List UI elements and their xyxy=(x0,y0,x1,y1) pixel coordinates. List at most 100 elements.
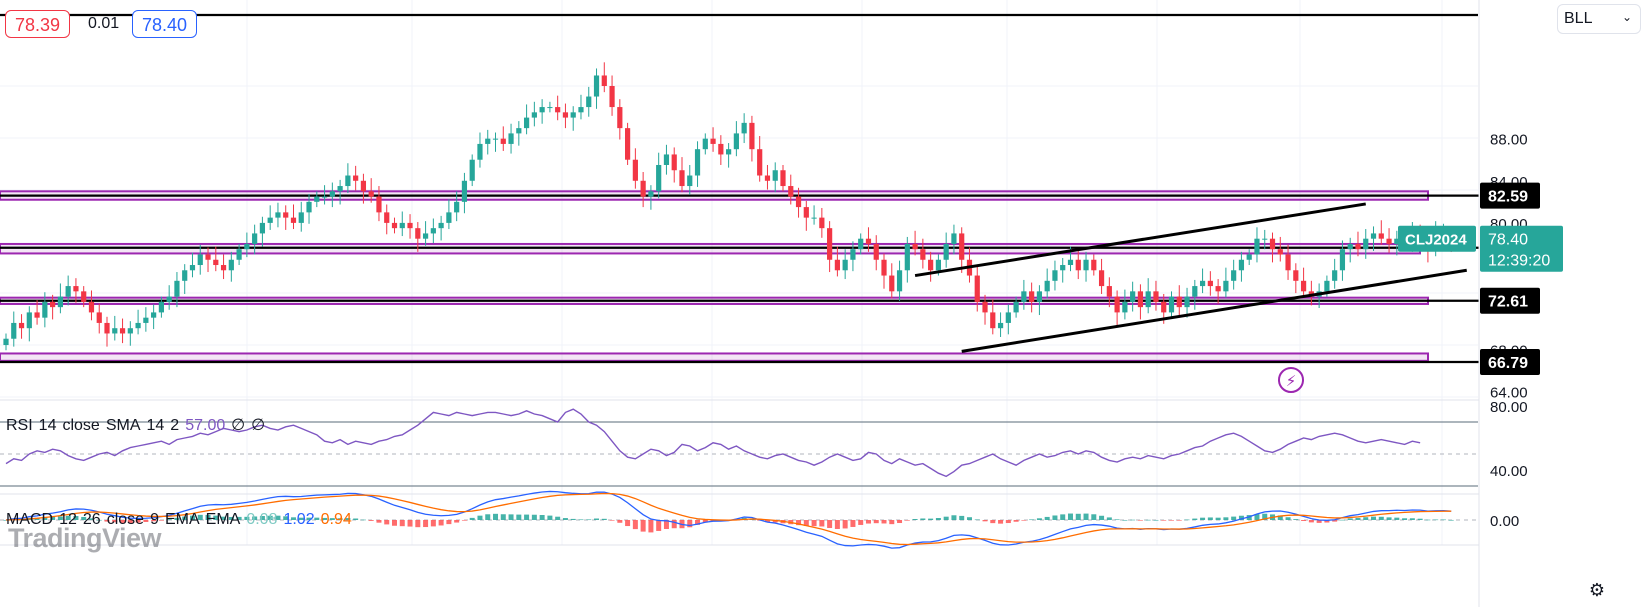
candle-body xyxy=(1339,249,1346,271)
macd-legend-hist: 0.08 xyxy=(246,511,278,528)
candle-body xyxy=(391,222,398,229)
candle-body xyxy=(228,259,234,271)
candle-body xyxy=(1021,291,1027,302)
macd-histogram-bar xyxy=(1433,519,1439,521)
macd-histogram-bar xyxy=(3,520,9,521)
macd-histogram-bar xyxy=(267,515,273,520)
macd-histogram-bar xyxy=(1285,517,1291,520)
macd-histogram-bar xyxy=(461,520,467,521)
macd-histogram-bar xyxy=(1161,520,1167,521)
candle-body xyxy=(1370,233,1377,239)
macd-histogram-bar xyxy=(827,520,833,528)
macd-histogram-bar xyxy=(1137,520,1143,521)
candle-body xyxy=(11,322,17,339)
rsi-legend-ma-length: 14 xyxy=(146,417,165,434)
candle-body xyxy=(858,238,864,250)
macd-histogram-bar xyxy=(842,520,848,529)
macd-histogram-bar xyxy=(998,520,1004,524)
candle-body xyxy=(842,259,848,271)
candle-body xyxy=(259,222,266,234)
candle-body xyxy=(329,191,335,197)
macd-histogram-bar xyxy=(1425,519,1431,521)
candle-body xyxy=(1277,249,1283,255)
macd-legend-fast: 12 xyxy=(59,511,77,528)
macd-histogram-bar xyxy=(1200,517,1206,520)
macd-histogram-bar xyxy=(384,520,390,525)
candle-body xyxy=(174,280,180,297)
candle-body xyxy=(430,228,436,234)
macd-histogram-bar xyxy=(850,520,856,527)
candle-body xyxy=(531,112,537,118)
macd-histogram-bar xyxy=(578,519,584,521)
macd-histogram-bar xyxy=(415,520,421,528)
candle-body xyxy=(632,159,638,181)
macd-histogram-bar xyxy=(143,520,149,522)
candle-body xyxy=(158,301,164,313)
rsi-legend-name: RSI xyxy=(6,417,33,434)
candle-body xyxy=(726,149,732,155)
candle-body xyxy=(492,138,499,140)
candle-body xyxy=(586,96,592,108)
signal-line xyxy=(5,492,1452,546)
macd-histogram-bar xyxy=(1332,520,1338,522)
candle-body xyxy=(1324,280,1330,292)
candle-body xyxy=(570,112,576,118)
candle-body xyxy=(1300,280,1307,292)
candle-body xyxy=(935,259,941,271)
candle-body xyxy=(1262,238,1268,240)
macd-pane xyxy=(0,490,1478,549)
symbol-selector[interactable]: BLL ⌄ xyxy=(1557,4,1641,34)
macd-histogram-bar xyxy=(399,520,405,527)
candle-body xyxy=(1223,280,1229,292)
candle-body xyxy=(1378,233,1384,239)
macd-histogram-bar xyxy=(1153,519,1159,521)
candle-body xyxy=(236,249,242,260)
candle-body xyxy=(500,138,506,144)
chevron-down-icon: ⌄ xyxy=(1621,10,1632,24)
candle-body xyxy=(360,180,367,192)
macd-histogram-bar xyxy=(228,517,234,520)
macd-histogram-bar xyxy=(65,515,71,520)
price-axis[interactable]: 88.0084.0080.0068.0064.0080.0040.000.007… xyxy=(1478,0,1647,607)
current-price-tag xyxy=(1480,225,1563,272)
candle-body xyxy=(959,233,965,260)
candle-body xyxy=(656,164,662,192)
macd-histogram-bar xyxy=(601,518,607,520)
candle-body xyxy=(119,328,126,334)
macd-histogram-bar xyxy=(508,514,514,520)
candle-body xyxy=(205,254,211,260)
candle-body xyxy=(904,243,910,271)
channel-line xyxy=(961,268,1467,353)
candle-body xyxy=(252,233,258,244)
candle-body xyxy=(18,322,25,329)
macd-histogram-bar xyxy=(1044,516,1050,520)
candle-body xyxy=(197,254,203,266)
macd-histogram-bar xyxy=(617,520,623,523)
candle-body xyxy=(889,275,895,292)
candle-body xyxy=(811,217,817,219)
candle-body xyxy=(1083,259,1089,271)
ask-price[interactable]: 78.40 xyxy=(132,10,198,38)
macd-histogram-bar xyxy=(539,514,545,520)
macd-histogram-bar xyxy=(1238,515,1244,520)
macd-histogram-bar xyxy=(174,517,180,520)
candle-body xyxy=(275,212,281,218)
macd-histogram-bar xyxy=(904,520,910,521)
macd-legend[interactable]: MACD 12 26 close 9 EMA EMA 0.08 1.02 0.94 xyxy=(6,511,358,529)
symbol-tag-label: CLJ2024 xyxy=(1405,232,1467,249)
candle-body xyxy=(1269,238,1276,250)
macd-histogram-bar xyxy=(376,520,382,523)
candle-body xyxy=(189,265,196,271)
macd-histogram-bar xyxy=(135,520,141,523)
macd-histogram-bar xyxy=(1417,518,1423,520)
macd-histogram-bar xyxy=(360,519,366,521)
bid-price[interactable]: 78.39 xyxy=(5,10,71,38)
candle-body xyxy=(601,75,607,87)
chart-settings-icon[interactable]: ⚙ xyxy=(1588,580,1606,600)
candle-body xyxy=(1285,254,1291,271)
candle-body xyxy=(213,259,219,266)
candle-body xyxy=(749,122,755,150)
rsi-legend[interactable]: RSI 14 close SMA 14 2 57.00 ∅ ∅ xyxy=(6,415,271,435)
macd-histogram-bar xyxy=(1130,519,1136,521)
